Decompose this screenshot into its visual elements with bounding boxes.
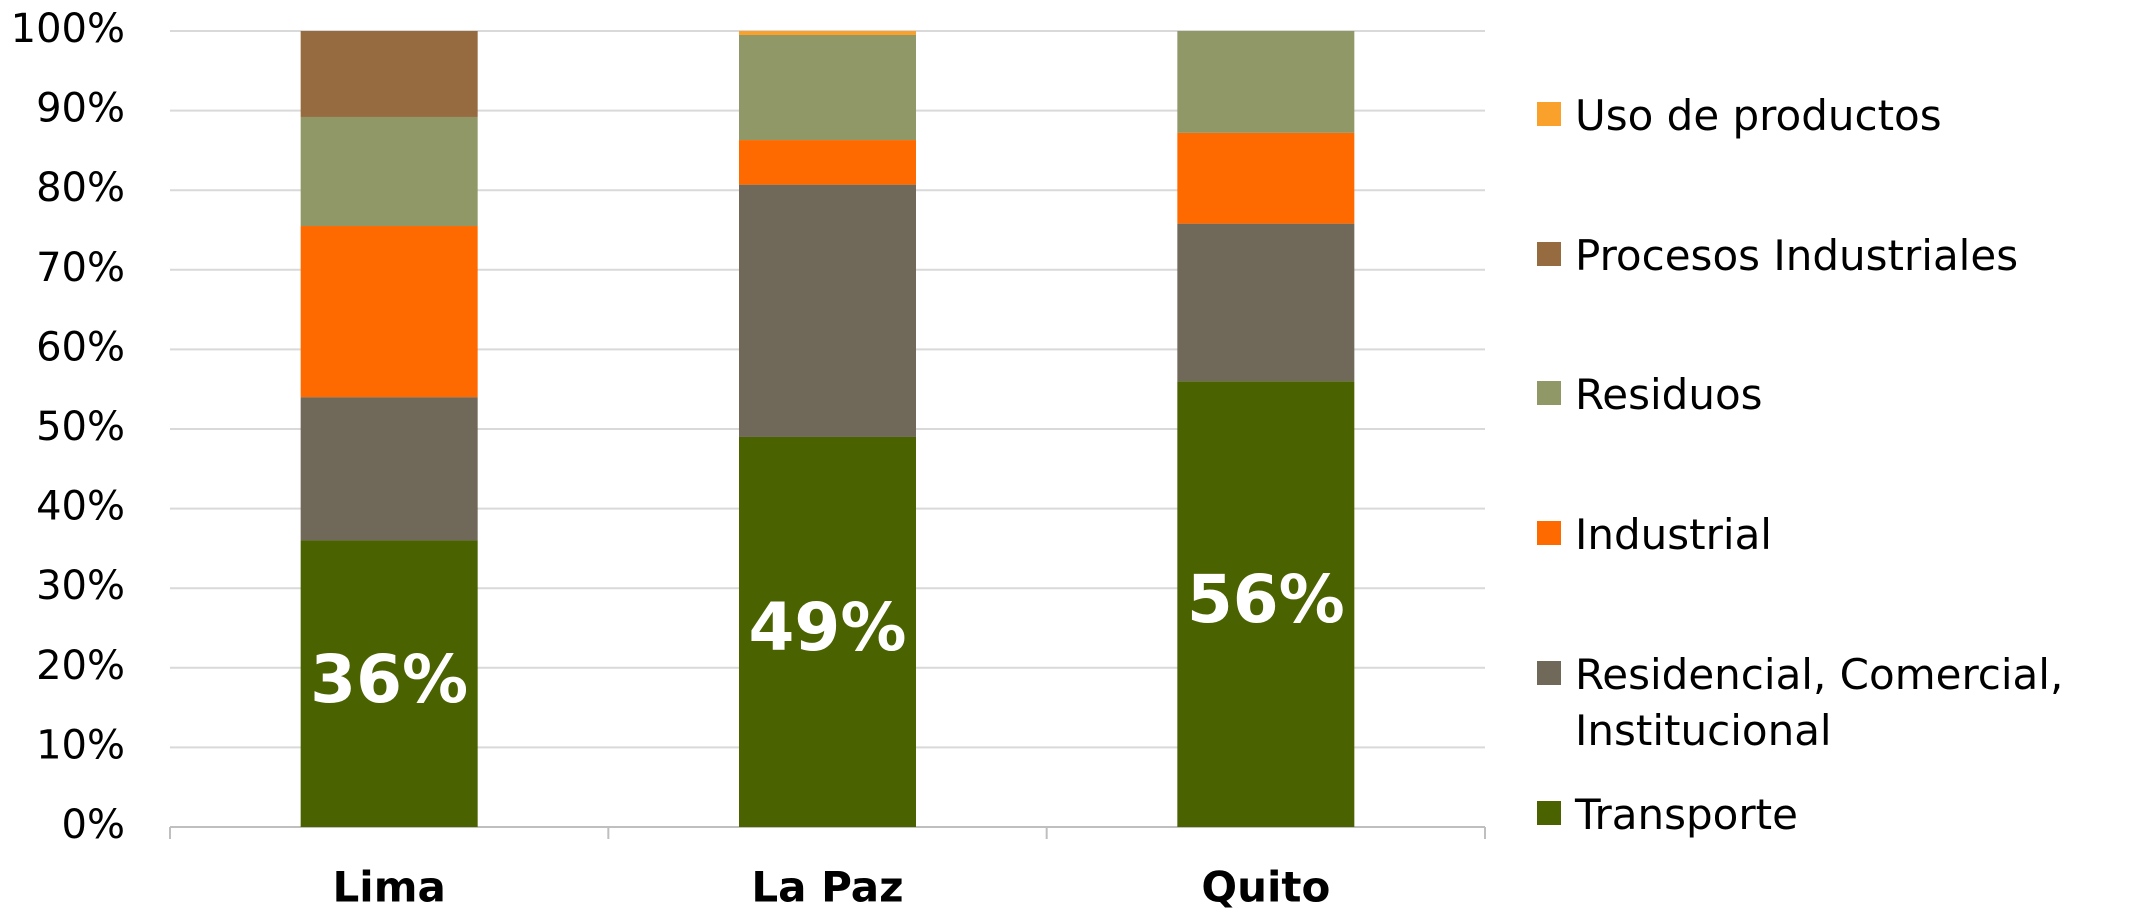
y-tick-label: 10% <box>36 722 125 768</box>
bar-segment <box>1177 31 1355 133</box>
legend-swatch <box>1537 661 1561 685</box>
legend-label: Transporte <box>1575 790 1798 839</box>
y-tick-label: 20% <box>36 643 125 689</box>
x-tick-label: Quito <box>1201 863 1330 912</box>
bar-segment <box>300 397 478 541</box>
legend-swatch <box>1537 521 1561 545</box>
bar-segment <box>300 116 478 227</box>
legend-item: Industrial <box>1537 507 2125 563</box>
y-tick-label: 0% <box>62 802 125 848</box>
bar-segment <box>1177 381 1355 827</box>
legend-item: Uso de productos <box>1537 88 2125 144</box>
y-tick-label: 40% <box>36 484 125 530</box>
y-tick-label: 30% <box>36 563 125 609</box>
legend-item: Residuos <box>1537 367 2125 423</box>
x-tick-label: La Paz <box>751 863 903 912</box>
legend-item: Transporte <box>1537 787 2125 843</box>
y-tick-label: 60% <box>36 324 125 370</box>
bar-segment <box>739 34 916 141</box>
legend-item: Procesos Industriales <box>1537 228 2125 284</box>
bar-segment <box>300 226 478 398</box>
y-tick-label: 90% <box>36 86 125 132</box>
legend-item: Residencial, Comercial, Institucional <box>1537 647 2125 759</box>
bar-segment <box>739 436 916 827</box>
legend-swatch <box>1537 801 1561 825</box>
y-tick-label: 100% <box>11 6 125 52</box>
bar-segment <box>300 31 478 117</box>
bar-segment <box>739 184 916 437</box>
legend-swatch <box>1537 381 1561 405</box>
data-label: 36% <box>310 641 468 718</box>
bar-segment <box>739 140 916 185</box>
legend-label: Industrial <box>1575 510 1772 559</box>
bar-segment <box>1177 132 1355 224</box>
data-label: 56% <box>1187 561 1345 638</box>
bar-segment <box>300 540 478 827</box>
x-tick-label: Lima <box>333 863 446 912</box>
legend-swatch <box>1537 102 1561 126</box>
y-tick-label: 50% <box>36 404 125 450</box>
bar-segment <box>739 31 916 35</box>
legend-label: Uso de productos <box>1575 91 1942 140</box>
data-label: 49% <box>749 589 907 666</box>
legend-swatch <box>1537 242 1561 266</box>
legend-label: Procesos Industriales <box>1575 231 2019 280</box>
y-tick-label: 80% <box>36 165 125 211</box>
legend: Transporte Residencial, Comercial, Instit… <box>1537 0 2131 921</box>
legend-label: Residencial, Comercial, Institucional <box>1575 650 2064 755</box>
bar-segment <box>1177 223 1355 382</box>
legend-label: Residuos <box>1575 370 1763 419</box>
y-tick-label: 70% <box>36 245 125 291</box>
